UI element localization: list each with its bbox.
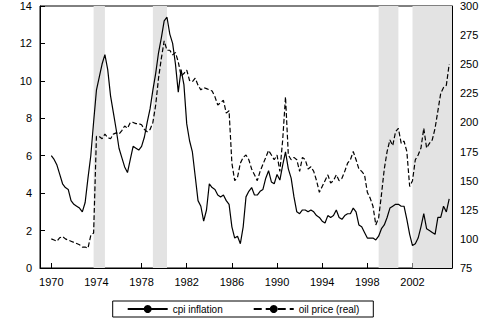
svg-text:1986: 1986 xyxy=(220,276,244,288)
svg-text:1998: 1998 xyxy=(355,276,379,288)
svg-text:150: 150 xyxy=(460,175,478,187)
svg-text:1982: 1982 xyxy=(174,276,198,288)
svg-text:250: 250 xyxy=(460,58,478,70)
svg-text:1974: 1974 xyxy=(84,276,108,288)
svg-text:100: 100 xyxy=(460,233,478,245)
svg-text:cpi inflation: cpi inflation xyxy=(173,304,223,315)
svg-text:10: 10 xyxy=(20,75,32,87)
svg-text:225: 225 xyxy=(460,87,478,99)
svg-text:2002: 2002 xyxy=(400,276,424,288)
svg-text:0: 0 xyxy=(26,262,32,274)
svg-text:300: 300 xyxy=(460,0,478,12)
svg-text:1978: 1978 xyxy=(129,276,153,288)
svg-text:1970: 1970 xyxy=(39,276,63,288)
svg-text:75: 75 xyxy=(460,262,472,274)
svg-text:8: 8 xyxy=(26,112,32,124)
svg-text:1994: 1994 xyxy=(310,276,334,288)
svg-text:4: 4 xyxy=(26,187,32,199)
svg-text:2: 2 xyxy=(26,225,32,237)
svg-text:12: 12 xyxy=(20,37,32,49)
svg-text:oil price (real): oil price (real) xyxy=(299,304,360,315)
svg-text:175: 175 xyxy=(460,146,478,158)
svg-text:1990: 1990 xyxy=(265,276,289,288)
svg-text:200: 200 xyxy=(460,116,478,128)
svg-text:14: 14 xyxy=(20,0,32,12)
svg-text:125: 125 xyxy=(460,204,478,216)
svg-text:275: 275 xyxy=(460,29,478,41)
svg-text:6: 6 xyxy=(26,150,32,162)
